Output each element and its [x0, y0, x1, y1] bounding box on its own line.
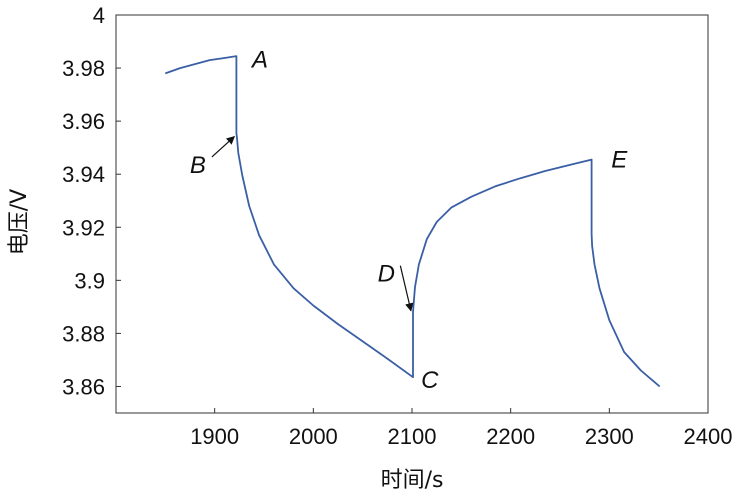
y-axis-ticks: 3.86 3.88 3.9 3.92 3.94 3.96 3.98 4: [62, 3, 121, 399]
y-tick-label: 3.92: [62, 215, 105, 240]
annotations-layer: A B C D E: [190, 46, 628, 394]
x-axis-label: 时间/s: [381, 468, 444, 493]
voltage-series-line: [164, 55, 661, 388]
y-tick-label: 3.94: [62, 162, 105, 187]
x-tick-label: 1900: [190, 424, 239, 449]
y-tick-label: 3.98: [62, 56, 105, 81]
y-tick-label: 3.88: [62, 321, 105, 346]
x-axis-ticks: 1900 2000 2100 2200 2300 2400: [190, 408, 732, 449]
annotation-d: D: [378, 261, 395, 288]
x-tick-label: 2100: [388, 424, 437, 449]
y-tick-label: 3.96: [62, 109, 105, 134]
annotation-a: A: [250, 46, 268, 73]
annotation-e: E: [611, 147, 628, 174]
y-tick-label: 4: [93, 3, 105, 28]
x-tick-label: 2400: [684, 424, 733, 449]
plot-area-frame: [115, 14, 709, 414]
annotation-c: C: [421, 367, 439, 394]
annotation-arrow-b: [211, 135, 235, 158]
y-tick-label: 3.9: [74, 268, 105, 293]
series-layer: [164, 55, 661, 388]
y-axis-label: 电压/V: [7, 189, 32, 255]
annotation-b: B: [190, 152, 206, 179]
y-tick-label: 3.86: [62, 374, 105, 399]
x-tick-label: 2000: [289, 424, 338, 449]
x-tick-label: 2300: [585, 424, 634, 449]
annotation-arrow-d: [399, 265, 414, 312]
x-tick-label: 2200: [486, 424, 535, 449]
